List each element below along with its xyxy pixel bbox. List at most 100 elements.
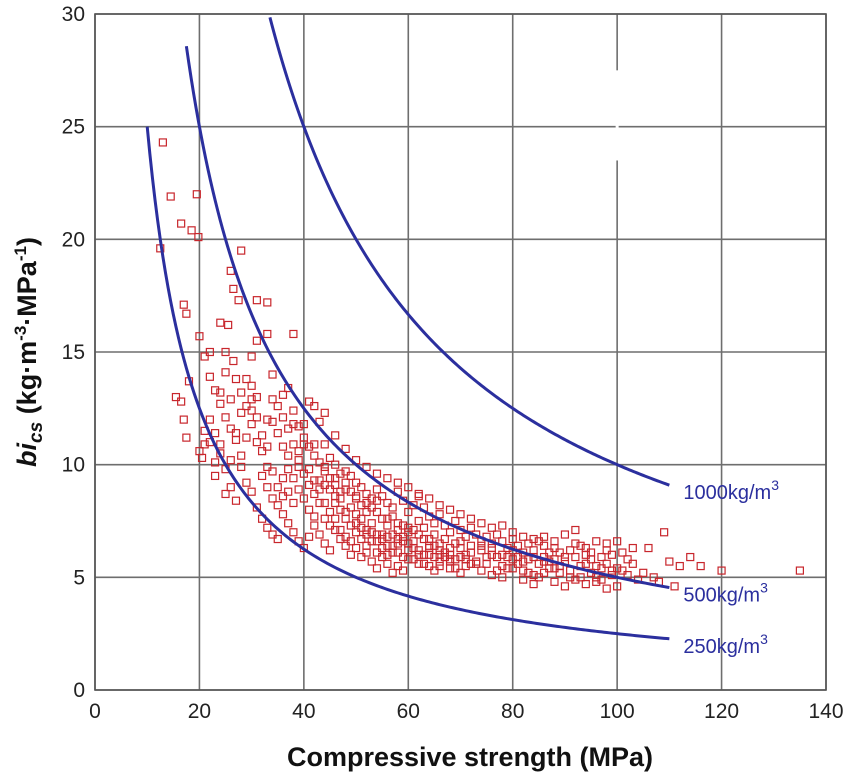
data-point — [336, 505, 345, 514]
data-point — [299, 440, 308, 449]
data-point — [519, 575, 528, 584]
data-point — [221, 347, 230, 357]
data-point — [398, 566, 408, 575]
data-point — [315, 498, 324, 508]
data-point — [492, 566, 502, 575]
data-point — [466, 559, 476, 568]
y-tick-label: 10 — [62, 454, 85, 477]
data-point — [550, 577, 559, 586]
data-point — [325, 474, 335, 483]
data-point — [425, 550, 434, 559]
data-point — [325, 485, 335, 494]
data-point — [660, 528, 669, 537]
data-point — [310, 440, 319, 449]
data-point — [383, 521, 392, 530]
data-point — [289, 528, 298, 537]
x-tick-label: 0 — [89, 700, 101, 723]
data-point — [393, 561, 402, 571]
data-point — [226, 395, 235, 404]
data-point — [268, 467, 277, 476]
plot-frame — [94, 13, 827, 691]
data-point — [304, 465, 314, 474]
data-point — [529, 570, 538, 580]
data-point — [539, 541, 549, 550]
data-point — [263, 462, 272, 472]
data-point — [383, 474, 392, 483]
data-point — [221, 368, 230, 377]
data-point — [294, 456, 303, 465]
data-point — [216, 318, 225, 327]
curve-label-1000: 1000kg/m3 — [683, 477, 779, 504]
data-point — [231, 429, 241, 438]
data-point — [221, 489, 230, 499]
y-axis-title-unit-close: ) — [12, 237, 42, 246]
data-point — [351, 528, 361, 537]
data-point — [425, 541, 434, 550]
data-point — [252, 503, 261, 512]
data-point — [226, 456, 235, 465]
data-point — [393, 534, 402, 544]
data-point — [560, 530, 570, 539]
data-point — [451, 564, 460, 573]
data-point — [555, 548, 564, 557]
label-mask — [615, 70, 619, 161]
data-point — [388, 568, 397, 577]
data-point — [278, 492, 288, 501]
data-point — [192, 190, 201, 199]
data-point — [351, 494, 361, 503]
data-point — [560, 582, 570, 591]
data-point — [331, 431, 340, 440]
data-point — [320, 514, 329, 523]
curve-250 — [145, 126, 670, 641]
data-point — [320, 408, 329, 417]
data-point — [320, 440, 329, 449]
data-point — [372, 530, 382, 539]
data-point — [435, 501, 444, 510]
data-point — [289, 440, 298, 449]
data-point — [299, 420, 308, 429]
data-point — [613, 582, 622, 591]
data-point — [529, 546, 538, 555]
y-axis-title: bics (kg·m-3·MPa-1) — [11, 237, 47, 467]
data-point — [351, 543, 361, 553]
data-point — [320, 498, 329, 508]
data-point — [247, 406, 256, 415]
data-point — [289, 406, 298, 415]
data-point — [362, 525, 371, 535]
data-point — [367, 557, 376, 566]
data-point — [435, 557, 444, 566]
data-point — [378, 552, 387, 562]
data-point — [440, 548, 449, 557]
data-point — [398, 552, 408, 562]
x-tick-label: 120 — [704, 700, 739, 723]
data-point — [529, 579, 538, 589]
data-point — [247, 395, 256, 404]
data-point — [263, 523, 272, 532]
data-point — [273, 401, 282, 411]
data-point — [545, 564, 554, 573]
data-point — [200, 352, 209, 361]
data-point — [226, 424, 235, 433]
data-point — [644, 543, 653, 553]
data-point — [273, 534, 282, 544]
data-point — [639, 568, 648, 577]
data-point — [367, 537, 376, 546]
data-point — [597, 575, 606, 584]
data-point — [388, 530, 397, 539]
data-point — [177, 219, 186, 228]
data-point — [242, 478, 251, 487]
data-point — [555, 568, 564, 577]
data-point — [383, 498, 392, 508]
y-tick-label: 5 — [73, 566, 85, 589]
data-point — [393, 525, 402, 535]
curve-labels: 250kg/m3 500kg/m3 1000kg/m3 — [683, 477, 779, 658]
data-point — [284, 465, 293, 474]
data-point — [336, 487, 345, 496]
data-point — [177, 397, 186, 406]
data-point — [404, 555, 413, 564]
data-point — [419, 550, 429, 559]
data-point — [372, 507, 382, 517]
data-point — [284, 424, 293, 433]
x-tick-label: 80 — [501, 700, 524, 723]
data-point — [362, 541, 371, 550]
